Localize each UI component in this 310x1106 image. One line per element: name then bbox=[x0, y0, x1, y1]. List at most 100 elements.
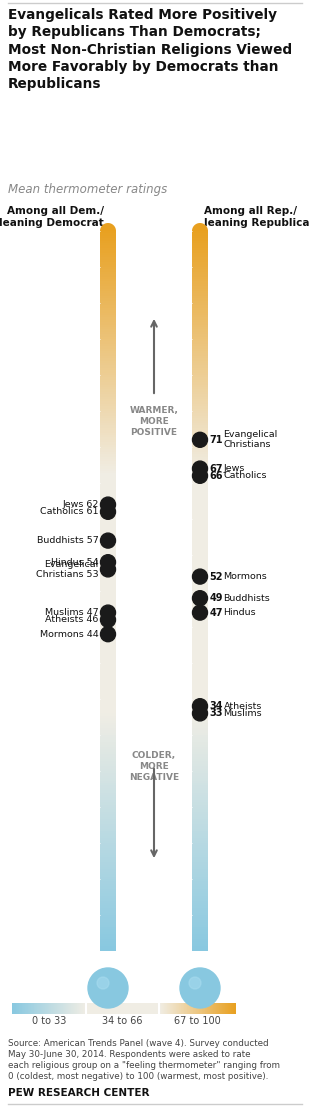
Bar bbox=[22, 1003, 23, 1014]
Bar bbox=[192, 637, 208, 639]
Bar bbox=[192, 541, 208, 543]
Bar bbox=[81, 1003, 82, 1014]
Bar bbox=[88, 1003, 89, 1014]
Bar bbox=[192, 354, 208, 356]
Bar bbox=[192, 588, 208, 591]
Bar bbox=[188, 1003, 189, 1014]
Bar bbox=[192, 562, 208, 564]
Bar bbox=[160, 1003, 161, 1014]
Bar bbox=[100, 459, 116, 461]
Bar bbox=[192, 307, 208, 310]
Bar bbox=[100, 373, 116, 375]
Text: Mormons 44: Mormons 44 bbox=[40, 629, 99, 638]
Bar bbox=[100, 279, 116, 281]
Bar bbox=[192, 797, 208, 800]
Bar bbox=[192, 272, 208, 274]
Bar bbox=[192, 680, 208, 682]
Bar bbox=[28, 1003, 29, 1014]
Bar bbox=[75, 1003, 77, 1014]
Bar bbox=[100, 567, 116, 570]
Text: Catholics: Catholics bbox=[224, 471, 267, 480]
Bar bbox=[24, 1003, 25, 1014]
Bar bbox=[148, 1003, 149, 1014]
Bar bbox=[100, 387, 116, 389]
Bar bbox=[100, 320, 116, 322]
Bar bbox=[100, 289, 116, 291]
Bar bbox=[101, 1003, 102, 1014]
Bar bbox=[100, 502, 116, 504]
Bar bbox=[192, 701, 208, 703]
Bar bbox=[205, 1003, 206, 1014]
Circle shape bbox=[193, 432, 207, 447]
Bar bbox=[100, 795, 116, 797]
Text: PEW RESEARCH CENTER: PEW RESEARCH CENTER bbox=[8, 1088, 149, 1098]
Bar bbox=[192, 902, 208, 906]
Bar bbox=[192, 310, 208, 313]
Bar bbox=[100, 327, 116, 330]
Bar bbox=[100, 241, 116, 243]
Bar bbox=[100, 344, 116, 346]
Bar bbox=[192, 908, 208, 910]
Bar bbox=[220, 1003, 221, 1014]
Bar bbox=[122, 1003, 123, 1014]
Bar bbox=[18, 1003, 19, 1014]
Bar bbox=[100, 651, 116, 654]
Text: Evangelical
Christians: Evangelical Christians bbox=[224, 430, 278, 449]
Bar bbox=[100, 675, 116, 677]
Bar bbox=[231, 1003, 232, 1014]
Bar bbox=[100, 535, 116, 539]
Bar bbox=[192, 258, 208, 260]
Bar bbox=[192, 738, 208, 740]
Bar bbox=[100, 666, 116, 668]
Bar bbox=[100, 845, 116, 848]
Bar bbox=[119, 1003, 120, 1014]
Bar bbox=[100, 361, 116, 363]
Bar bbox=[192, 723, 208, 726]
Bar bbox=[192, 775, 208, 779]
Bar bbox=[192, 735, 208, 738]
Text: Evangelical
Christians 53: Evangelical Christians 53 bbox=[36, 560, 99, 578]
Bar bbox=[192, 941, 208, 943]
Bar bbox=[21, 1003, 22, 1014]
Bar bbox=[140, 1003, 141, 1014]
Bar bbox=[100, 687, 116, 689]
Bar bbox=[192, 773, 208, 775]
Bar bbox=[192, 320, 208, 322]
Bar bbox=[232, 1003, 233, 1014]
Bar bbox=[50, 1003, 51, 1014]
Bar bbox=[182, 1003, 184, 1014]
Bar bbox=[100, 721, 116, 723]
Bar bbox=[100, 310, 116, 313]
Bar bbox=[196, 1003, 197, 1014]
Text: Jews: Jews bbox=[224, 465, 245, 473]
Bar bbox=[100, 324, 116, 327]
Bar bbox=[205, 1003, 206, 1014]
Bar bbox=[100, 800, 116, 802]
Bar bbox=[134, 1003, 135, 1014]
Bar bbox=[100, 264, 116, 267]
Bar bbox=[100, 680, 116, 682]
Bar bbox=[214, 1003, 215, 1014]
Bar bbox=[94, 1003, 95, 1014]
Bar bbox=[74, 1003, 76, 1014]
Bar bbox=[112, 1003, 113, 1014]
Bar bbox=[192, 771, 208, 773]
Bar bbox=[100, 660, 116, 662]
Bar bbox=[100, 426, 116, 428]
Bar bbox=[121, 1003, 122, 1014]
Bar bbox=[192, 550, 208, 553]
Bar bbox=[100, 752, 116, 754]
Bar bbox=[100, 514, 116, 517]
Bar bbox=[115, 1003, 116, 1014]
Bar bbox=[192, 677, 208, 680]
Bar bbox=[170, 1003, 171, 1014]
Bar bbox=[100, 634, 116, 637]
Bar bbox=[100, 629, 116, 632]
Bar bbox=[37, 1003, 38, 1014]
Bar bbox=[100, 307, 116, 310]
Bar bbox=[192, 929, 208, 931]
Bar bbox=[100, 507, 116, 510]
Bar bbox=[192, 779, 208, 781]
Bar bbox=[192, 476, 208, 478]
Bar bbox=[100, 779, 116, 781]
